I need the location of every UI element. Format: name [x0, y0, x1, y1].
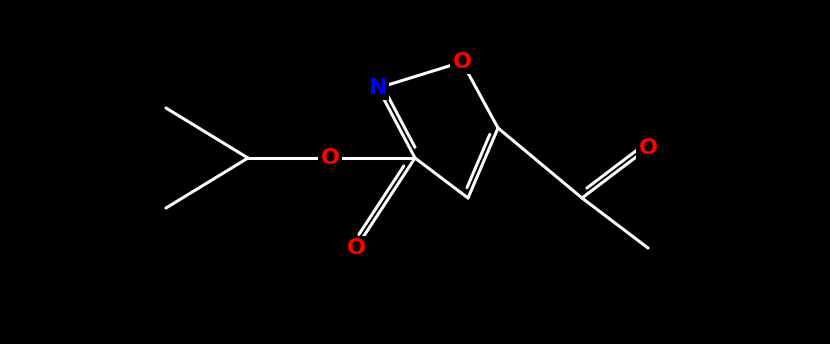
Text: O: O — [320, 148, 339, 168]
Text: O: O — [638, 138, 657, 158]
Text: O: O — [346, 238, 365, 258]
Text: O: O — [452, 52, 471, 72]
Text: N: N — [369, 78, 388, 98]
